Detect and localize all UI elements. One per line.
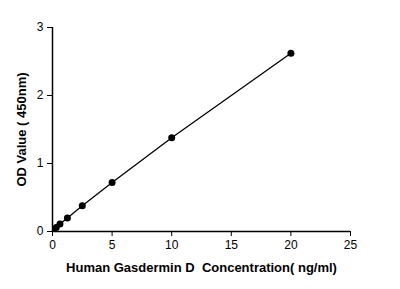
svg-text:5: 5	[109, 238, 116, 252]
svg-text:1: 1	[37, 156, 44, 170]
svg-text:0: 0	[49, 238, 56, 252]
svg-text:15: 15	[225, 238, 239, 252]
svg-text:OD Value ( 450nm): OD Value ( 450nm)	[14, 72, 29, 186]
svg-text:25: 25	[344, 238, 358, 252]
svg-text:2: 2	[37, 88, 44, 102]
svg-text:10: 10	[165, 238, 179, 252]
svg-text:Human Gasdermin D Concentrati: Human Gasdermin D Concentration( ng/ml)	[66, 260, 337, 275]
svg-text:20: 20	[284, 238, 298, 252]
svg-text:3: 3	[37, 20, 44, 34]
svg-text:0: 0	[37, 224, 44, 238]
